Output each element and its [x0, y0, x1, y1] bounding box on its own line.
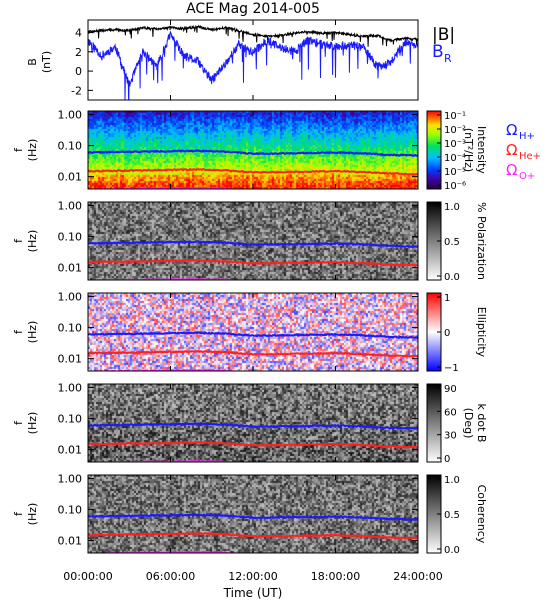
legend-omega-h: Ω [506, 121, 517, 139]
intensity-colorbar [426, 110, 442, 190]
legend-b-r-subscript: R [444, 52, 452, 65]
field-y-unit: (nT) [40, 51, 53, 73]
polarization-y-unit: (Hz) [26, 230, 39, 253]
polarization-y-tick-label: 1.00 [58, 200, 83, 213]
intensity-colorbar-tick-label: 10⁻² [444, 125, 466, 136]
intensity-colorbar-label: Intensity [475, 126, 488, 174]
k-dot-b-colorbar-tick-label: 30 [444, 431, 457, 442]
coherency-y-tick-label: 0.01 [58, 535, 83, 548]
intensity-colorbar-tick-label: 10⁻⁴ [444, 153, 466, 164]
intensity-y-tick-label: 0.01 [58, 171, 83, 184]
field-plot-area [88, 20, 418, 100]
x-axis-label: Time (UT) [223, 586, 283, 600]
coherency-y-tick-label: 1.00 [58, 473, 83, 486]
line-h-plus-gyrofrequency [88, 331, 418, 340]
legend-o-subscript: O+ [519, 171, 535, 182]
line-he-plus-gyrofrequency [88, 349, 418, 358]
ellipticity-y-tick-label: 0.10 [58, 322, 83, 335]
coherency-colorbar-tick-label: 0.0 [444, 545, 460, 556]
ellipticity-colorbar-label: Ellipticity [475, 307, 488, 358]
ellipticity-colorbar-tick-label: 0 [444, 328, 450, 339]
field-y-tick-label: -2 [71, 84, 82, 97]
spectrogram-image [88, 475, 418, 553]
line-h-plus-gyrofrequency [88, 240, 418, 248]
intensity-colorbar-tick-label: 10⁻⁵ [444, 167, 466, 178]
k-dot-b-colorbar-tick-label: 0 [444, 454, 450, 465]
coherency-colorbar-tick-label: 0.5 [444, 510, 460, 521]
intensity-colorbar-unit: (nT²/Hz) [462, 128, 475, 172]
legend-h-subscript: H+ [519, 131, 535, 142]
intensity-y-tick-label: 0.10 [58, 140, 83, 153]
k-dot-b-colorbar-unit: (Deg) [462, 408, 475, 439]
k-dot-b-y-tick-label: 0.01 [58, 444, 83, 457]
field-y-tick-label: 4 [75, 27, 82, 40]
ellipticity-y-label: f [12, 329, 25, 334]
spectrogram-image [88, 111, 418, 189]
intensity-colorbar-tick-label: 10⁻¹ [444, 111, 466, 122]
intensity-y-unit: (Hz) [26, 139, 39, 162]
polarization-colorbar-tick-label: 1.0 [444, 202, 460, 213]
field-y-tick-label: 2 [75, 46, 82, 59]
spectrogram-image [88, 384, 418, 462]
line-h-plus-gyrofrequency [88, 422, 418, 430]
series-b-r [88, 30, 418, 100]
k-dot-b-y-tick-label: 0.10 [58, 413, 83, 426]
polarization-y-tick-label: 0.10 [58, 231, 83, 244]
ellipticity-colorbar-tick-label: −1 [444, 363, 459, 374]
spectrogram-image [88, 202, 418, 280]
k-dot-b-y-tick-label: 1.00 [58, 382, 83, 395]
intensity-colorbar-tick-label: 10⁻³ [444, 139, 466, 150]
k-dot-b-y-unit: (Hz) [26, 412, 39, 435]
field-y-tick-label: 0 [75, 65, 82, 78]
x-tick-label: 12:00:00 [228, 570, 277, 583]
ellipticity-y-tick-label: 1.00 [58, 291, 83, 304]
coherency-y-label: f [12, 511, 25, 516]
coherency-colorbar-label: Coherency [475, 485, 488, 544]
k-dot-b-colorbar-label: k dot B [475, 404, 488, 443]
field-y-label: B [26, 58, 39, 66]
k-dot-b-colorbar-tick-label: 60 [444, 407, 457, 418]
line-he-plus-gyrofrequency [88, 258, 418, 267]
legend-b-total: |B| [432, 25, 455, 45]
polarization-y-label: f [12, 238, 25, 243]
legend-he-subscript: He+ [519, 151, 541, 162]
legend-b-r: B [432, 42, 444, 62]
ellipticity-y-tick-label: 0.01 [58, 353, 83, 366]
legend-omega-he: Ω [506, 141, 517, 159]
polarization-colorbar-tick-label: 0.0 [444, 272, 460, 283]
k-dot-b-y-label: f [12, 420, 25, 425]
ellipticity-colorbar-tick-label: 1 [444, 293, 450, 304]
x-tick-label: 00:00:00 [63, 570, 112, 583]
line-he-plus-gyrofrequency [88, 532, 418, 540]
k-dot-b-colorbar [426, 383, 442, 463]
intensity-y-tick-label: 1.00 [58, 109, 83, 122]
intensity-y-label: f [12, 147, 25, 152]
polarization-y-tick-label: 0.01 [58, 262, 83, 275]
k-dot-b-colorbar-tick-label: 90 [444, 384, 457, 395]
line-he-plus-gyrofrequency [88, 441, 418, 449]
polarization-colorbar-label: % Polarization [475, 202, 488, 280]
line-h-plus-gyrofrequency [88, 149, 418, 157]
polarization-colorbar-tick-label: 0.5 [444, 237, 460, 248]
figure-title: ACE Mag 2014-005 [186, 1, 320, 17]
x-tick-label: 24:00:00 [393, 570, 442, 583]
coherency-colorbar-tick-label: 1.0 [444, 475, 460, 486]
spectrogram-image [88, 293, 418, 371]
x-tick-label: 18:00:00 [311, 570, 360, 583]
ellipticity-y-unit: (Hz) [26, 321, 39, 344]
intensity-colorbar-tick-label: 10⁻⁶ [444, 181, 466, 192]
line-h-plus-gyrofrequency [88, 513, 418, 521]
series-b-total [88, 24, 418, 47]
coherency-y-tick-label: 0.10 [58, 504, 83, 517]
x-axis-ticks: 00:00:00 06:00:00 12:00:00 18:00:00 24:00:00 [63, 20, 443, 583]
coherency-y-unit: (Hz) [26, 503, 39, 526]
legend-omega-o: Ω [506, 161, 517, 179]
x-tick-label: 06:00:00 [146, 570, 195, 583]
line-he-plus-gyrofrequency [88, 167, 418, 176]
